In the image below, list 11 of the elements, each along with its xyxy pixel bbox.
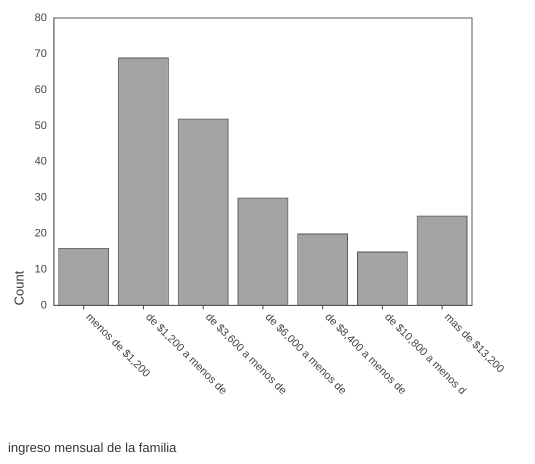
x-axis-title: ingreso mensual de la familia [8, 440, 178, 455]
y-axis-title: Count [11, 270, 26, 306]
y-tick-label: 80 [34, 12, 47, 24]
y-tick-label: 10 [34, 264, 47, 276]
y-tick-label: 30 [34, 192, 47, 204]
y-tick-label: 50 [34, 120, 47, 132]
y-tick-label: 60 [34, 84, 47, 96]
y-tick-label: 70 [34, 48, 47, 60]
y-tick-label: 20 [34, 228, 47, 240]
y-tick-label: 40 [34, 156, 47, 168]
y-tick-label: 0 [40, 299, 47, 312]
